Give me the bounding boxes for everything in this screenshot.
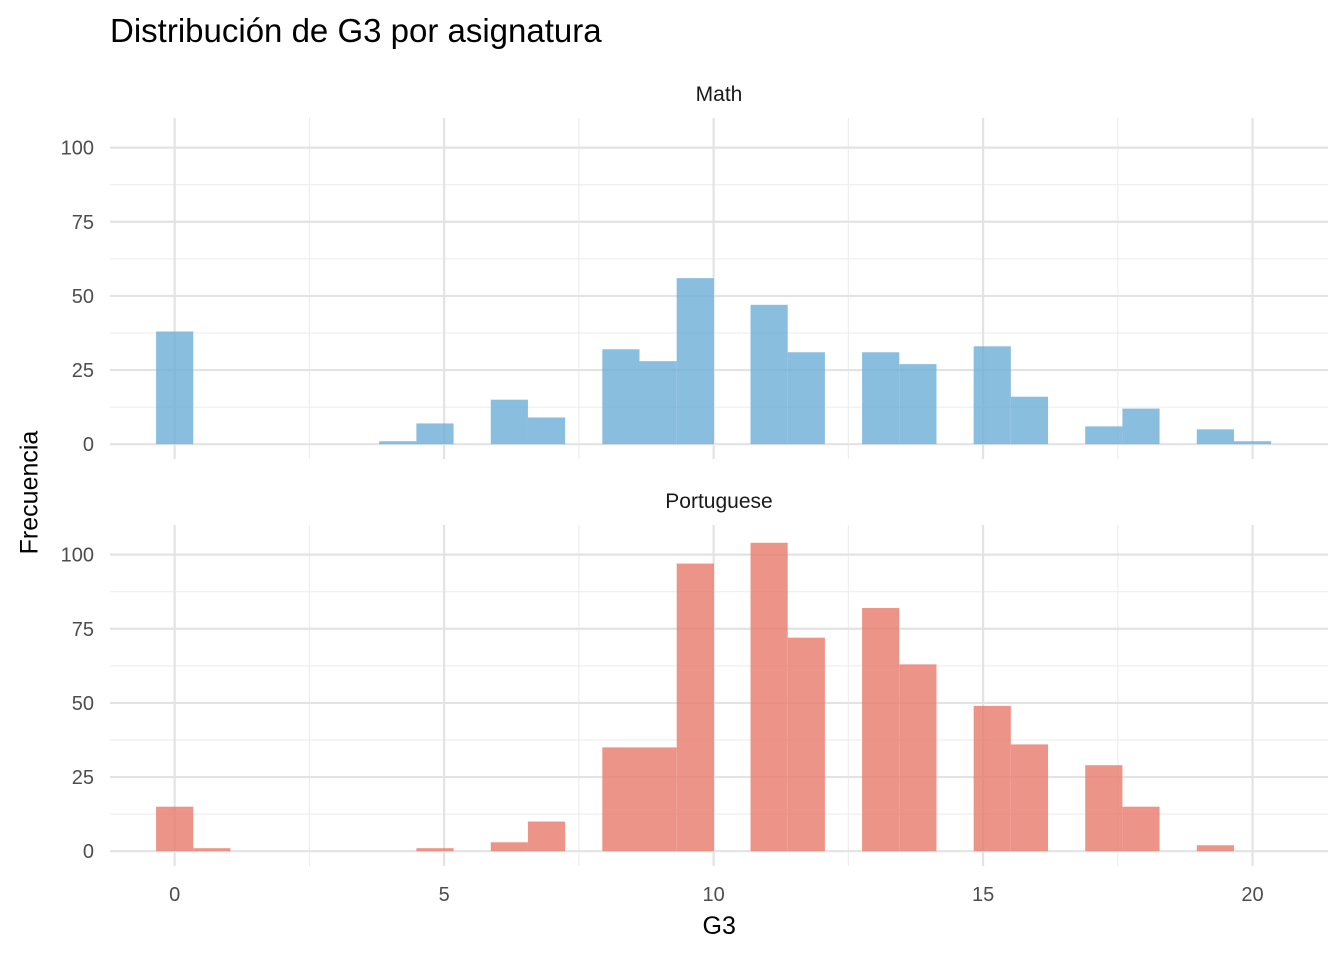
- histogram-bar-portuguese: [787, 637, 825, 852]
- histogram-bar-portuguese: [1010, 744, 1049, 852]
- x-tick-label: 15: [972, 884, 994, 906]
- histogram-bar-portuguese: [639, 747, 677, 852]
- histogram-bar-portuguese: [1122, 806, 1160, 852]
- panel-label-portuguese: Portuguese: [665, 490, 773, 513]
- histogram-bar-math: [156, 331, 194, 445]
- histogram-bar-math: [1010, 396, 1049, 445]
- histogram-bar-portuguese: [490, 842, 528, 852]
- histogram-bar-portuguese: [973, 705, 1011, 852]
- histogram-bar-portuguese: [899, 664, 937, 852]
- y-tick-label: 100: [61, 545, 94, 567]
- x-axis-label: G3: [702, 912, 736, 940]
- histogram-bar-math: [602, 349, 640, 445]
- histogram-bar-portuguese: [416, 848, 454, 852]
- y-tick-label: 25: [72, 767, 94, 789]
- histogram-bar-math: [490, 399, 528, 445]
- histogram-bar-math: [787, 352, 825, 445]
- histogram-bar-math: [973, 346, 1011, 445]
- histogram-bar-math: [379, 441, 417, 445]
- histogram-bar-portuguese: [750, 542, 788, 852]
- y-tick-label: 75: [72, 619, 94, 641]
- histogram-bar-math: [862, 352, 900, 445]
- y-tick-label: 0: [83, 434, 94, 456]
- y-tick-label: 25: [72, 360, 94, 382]
- histogram-bar-math: [676, 278, 714, 445]
- histogram-bar-math: [639, 361, 677, 445]
- histogram-bar-math: [1085, 426, 1123, 445]
- histogram-bar-portuguese: [1196, 845, 1234, 852]
- x-tick-label: 0: [169, 884, 180, 906]
- histogram-bar-math: [416, 423, 454, 445]
- histogram-bar-portuguese: [676, 563, 714, 852]
- histogram-bar-math: [527, 417, 566, 445]
- histogram-bar-portuguese: [193, 848, 231, 852]
- chart-title: Distribución de G3 por asignatura: [110, 12, 602, 49]
- y-tick-label: 50: [72, 693, 94, 715]
- y-tick-label: 50: [72, 286, 94, 308]
- histogram-bar-math: [1233, 441, 1272, 445]
- y-tick-label: 100: [61, 138, 94, 160]
- histogram-bar-math: [750, 304, 788, 445]
- histogram-bar-portuguese: [156, 806, 194, 852]
- x-tick-label: 10: [702, 884, 724, 906]
- histogram-bar-portuguese: [527, 821, 566, 852]
- histogram-bar-math: [1122, 408, 1160, 445]
- histogram-bar-math: [1196, 429, 1234, 445]
- x-tick-label: 5: [439, 884, 450, 906]
- y-tick-label: 75: [72, 212, 94, 234]
- histogram-bar-portuguese: [602, 747, 640, 852]
- panel-label-math: Math: [695, 83, 743, 106]
- histogram-bar-math: [899, 364, 937, 445]
- y-tick-label: 0: [83, 841, 94, 863]
- histogram-bar-portuguese: [862, 608, 900, 852]
- y-axis-label: Frecuencia: [15, 430, 44, 554]
- histogram-bar-portuguese: [1085, 765, 1123, 852]
- x-tick-label: 20: [1241, 884, 1263, 906]
